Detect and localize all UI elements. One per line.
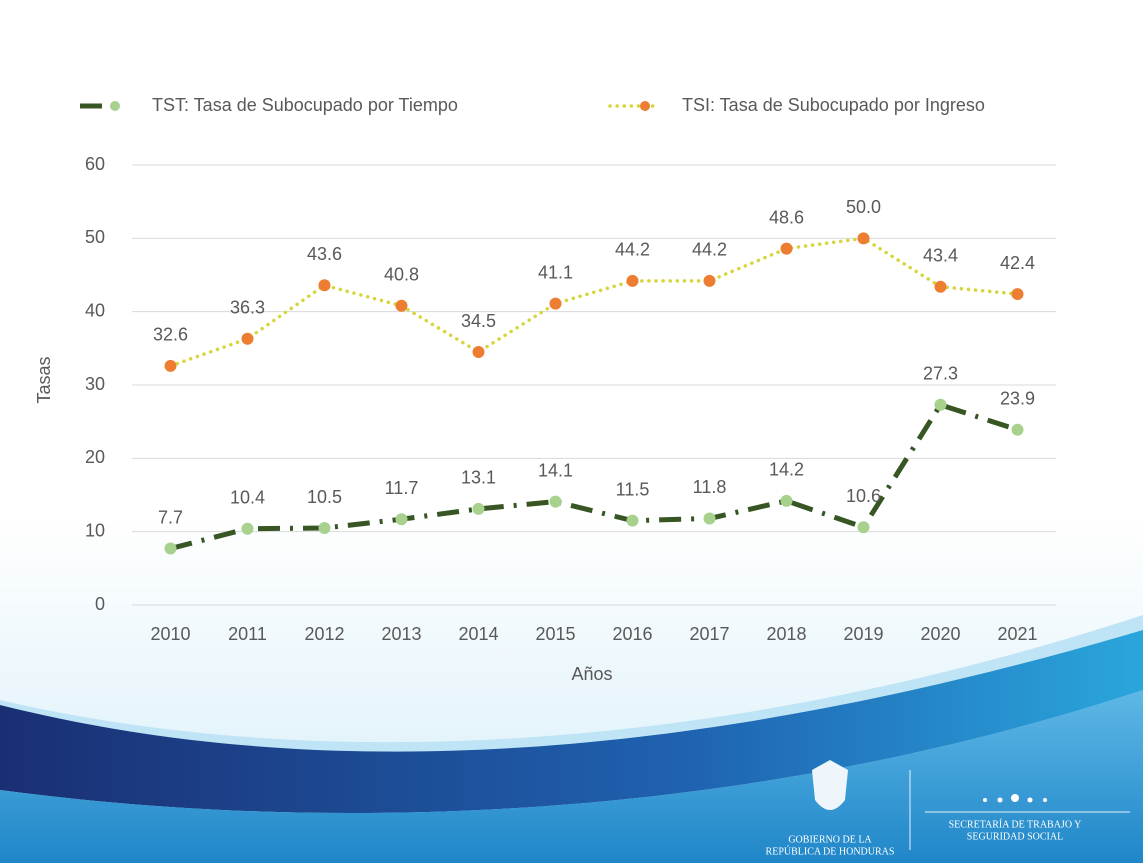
logo-text: Gobierno de la: [788, 834, 872, 845]
data-point: [242, 333, 254, 345]
data-point: [627, 275, 639, 287]
data-label: 10.6: [846, 486, 881, 506]
data-label: 34.5: [461, 311, 496, 331]
x-tick-label: 2016: [612, 624, 652, 644]
data-label: 14.2: [769, 460, 804, 480]
legend-label: TSI: Tasa de Subocupado por Ingreso: [682, 95, 985, 115]
logo-text: República de Honduras: [766, 845, 895, 857]
legend-label: TST: Tasa de Subocupado por Tiempo: [152, 95, 458, 115]
data-point: [165, 543, 177, 555]
data-label: 41.1: [538, 262, 573, 282]
x-tick-label: 2014: [458, 624, 498, 644]
y-tick-label: 10: [85, 520, 105, 540]
data-point: [935, 281, 947, 293]
data-label: 11.5: [616, 479, 650, 499]
y-tick-label: 60: [85, 154, 105, 174]
data-point: [627, 515, 639, 527]
x-tick-label: 2021: [997, 624, 1037, 644]
logo-text: Secretaría de Trabajo y: [949, 818, 1082, 830]
logo-text: Seguridad Social: [967, 831, 1063, 842]
data-point: [473, 503, 485, 515]
data-point: [242, 523, 254, 535]
data-label: 42.4: [1000, 253, 1035, 273]
x-tick-label: 2017: [689, 624, 729, 644]
legend-marker: [640, 101, 650, 111]
data-label: 43.4: [923, 245, 958, 265]
data-label: 10.5: [307, 487, 342, 507]
data-label: 11.8: [693, 477, 727, 497]
data-label: 27.3: [923, 364, 958, 384]
emblem: [812, 760, 848, 810]
x-tick-label: 2010: [150, 624, 190, 644]
data-point: [319, 279, 331, 291]
x-tick-label: 2013: [381, 624, 421, 644]
data-label: 36.3: [230, 298, 265, 318]
x-tick-label: 2018: [766, 624, 806, 644]
x-axis-title: Años: [571, 664, 612, 684]
data-label: 13.1: [461, 468, 496, 488]
data-point: [396, 300, 408, 312]
y-tick-label: 0: [95, 594, 105, 614]
y-tick-label: 30: [85, 374, 105, 394]
slide: Gobierno de la República de Honduras Sec…: [0, 0, 1143, 863]
data-label: 7.7: [158, 507, 183, 527]
x-tick-label: 2012: [304, 624, 344, 644]
data-label: 48.6: [769, 207, 804, 227]
data-point: [781, 243, 793, 255]
data-label: 44.2: [692, 240, 727, 260]
data-label: 23.9: [1000, 388, 1035, 408]
data-point: [858, 521, 870, 533]
x-tick-label: 2019: [843, 624, 883, 644]
data-point: [165, 360, 177, 372]
data-label: 32.6: [153, 325, 188, 345]
y-tick-label: 20: [85, 447, 105, 467]
data-point: [704, 512, 716, 524]
x-tick-label: 2011: [228, 624, 267, 644]
data-point: [319, 522, 331, 534]
data-label: 11.7: [385, 478, 419, 498]
data-point: [781, 495, 793, 507]
legend-marker: [110, 101, 120, 111]
y-tick-label: 40: [85, 300, 105, 320]
data-point: [396, 513, 408, 525]
data-label: 43.6: [307, 244, 342, 264]
data-point: [550, 496, 562, 508]
data-point: [1012, 288, 1024, 300]
data-point: [858, 232, 870, 244]
y-axis-title: Tasas: [34, 356, 54, 403]
data-label: 50.0: [846, 197, 881, 217]
data-point: [935, 399, 947, 411]
x-tick-label: 2015: [535, 624, 575, 644]
data-point: [550, 298, 562, 310]
data-point: [704, 275, 716, 287]
x-tick-label: 2020: [920, 624, 960, 644]
data-point: [473, 346, 485, 358]
data-label: 10.4: [230, 487, 265, 507]
data-point: [1012, 424, 1024, 436]
y-tick-label: 50: [85, 227, 105, 247]
data-label: 14.1: [538, 460, 573, 480]
data-label: 44.2: [615, 240, 650, 260]
data-label: 40.8: [384, 265, 419, 285]
